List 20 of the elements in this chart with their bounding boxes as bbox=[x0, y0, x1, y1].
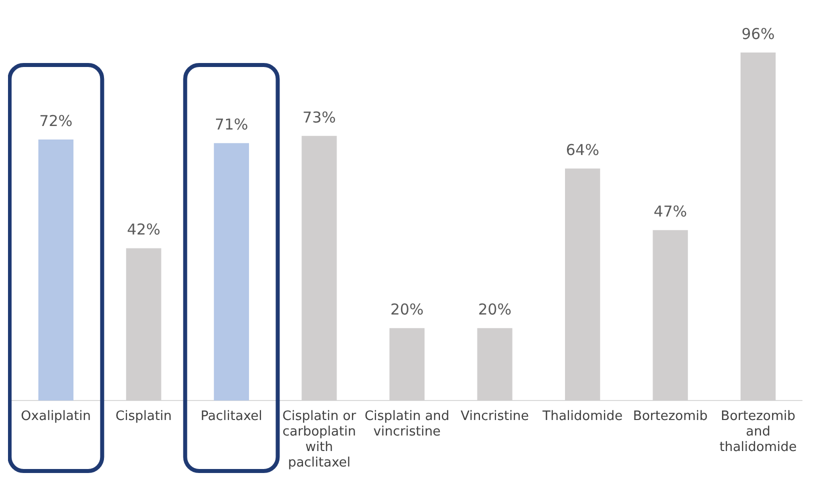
x-tick-label: Thalidomide bbox=[542, 408, 623, 424]
data-label: 47% bbox=[654, 202, 688, 221]
data-label: 96% bbox=[741, 24, 775, 43]
data-label: 72% bbox=[39, 112, 73, 130]
data-label: 20% bbox=[478, 300, 512, 318]
bar bbox=[38, 140, 74, 401]
data-label: 73% bbox=[302, 108, 336, 126]
x-tick-label: Paclitaxel bbox=[200, 408, 262, 424]
x-tick-label: Cisplatin bbox=[116, 408, 172, 424]
data-label: 42% bbox=[126, 220, 160, 239]
x-tick-label: Vincristine bbox=[460, 408, 529, 424]
x-tick-label: Cisplatin or carboplatin with paclitaxel bbox=[282, 408, 357, 471]
x-tick-label: Cisplatin and vincristine bbox=[364, 408, 450, 440]
x-tick-label: Bortezomib and thalidomide bbox=[719, 408, 797, 455]
data-label: 20% bbox=[390, 300, 424, 318]
data-label: 71% bbox=[214, 116, 248, 134]
data-label: 64% bbox=[566, 140, 600, 159]
x-tick-label: Oxaliplatin bbox=[20, 408, 91, 424]
x-tick-label: Bortezomib bbox=[633, 408, 708, 424]
bar bbox=[214, 143, 249, 401]
